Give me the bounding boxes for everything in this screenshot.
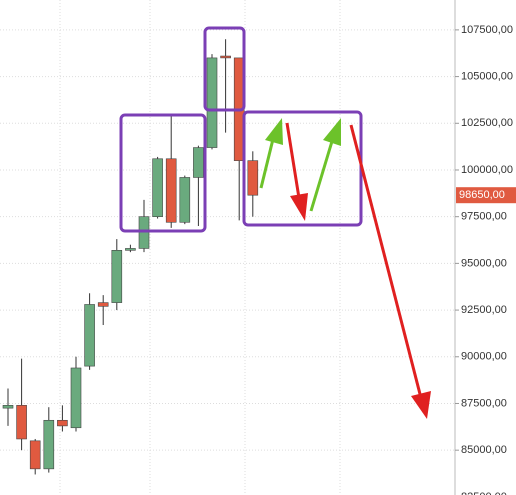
y-tick-label: 82500,00 <box>461 491 507 495</box>
candle-body <box>179 177 191 223</box>
y-tick-label: 107500,00 <box>461 24 513 36</box>
y-tick-label: 90000,00 <box>461 351 507 363</box>
candle-body <box>111 250 123 303</box>
y-tick-label: 87500,00 <box>461 397 507 409</box>
candle-body <box>57 419 68 427</box>
y-tick-label: 92500,00 <box>461 304 507 316</box>
candle-body <box>165 158 177 223</box>
candle-body <box>138 216 150 249</box>
highlight-box <box>203 26 246 112</box>
arrow <box>259 134 276 189</box>
arrow-head <box>323 118 341 146</box>
highlight-box <box>119 113 207 233</box>
candle-body <box>16 405 27 440</box>
candle-body <box>220 55 231 59</box>
candle-body <box>84 304 95 367</box>
y-tick-label: 97500,00 <box>461 211 507 223</box>
candle-body <box>43 419 55 470</box>
arrow-head <box>265 118 283 145</box>
candle-body <box>29 440 41 470</box>
candle-body <box>152 158 163 217</box>
arrow <box>285 122 301 199</box>
price-label: 98650,00 <box>459 189 505 201</box>
y-tick-label: 105000,00 <box>461 70 513 82</box>
price-marker <box>456 187 516 204</box>
arrow-head <box>290 193 308 221</box>
candle-body <box>247 160 259 196</box>
y-tick-label: 100000,00 <box>461 164 513 176</box>
y-tick-label: 85000,00 <box>461 444 507 456</box>
candle-body <box>97 302 109 307</box>
y-tick-label: 95000,00 <box>461 257 507 269</box>
arrow <box>309 137 335 212</box>
candle-body <box>70 367 82 429</box>
candle-body <box>125 248 136 251</box>
y-tick-label: 102500,00 <box>461 117 513 129</box>
arrow <box>349 124 423 399</box>
annotations <box>119 26 431 419</box>
candle-body <box>2 405 14 409</box>
arrow-head <box>411 391 431 419</box>
candle-body <box>193 147 204 178</box>
candle-body <box>206 57 218 148</box>
